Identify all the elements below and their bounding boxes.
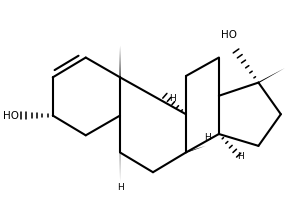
Polygon shape [119,116,121,181]
Text: H: H [117,183,123,192]
Polygon shape [119,46,121,77]
Text: H: H [237,152,244,161]
Polygon shape [218,63,220,96]
Text: HO: HO [221,30,237,40]
Polygon shape [186,146,206,153]
Text: H: H [204,134,211,142]
Polygon shape [258,68,285,83]
Text: H: H [169,94,175,103]
Text: HO: HO [2,110,19,121]
